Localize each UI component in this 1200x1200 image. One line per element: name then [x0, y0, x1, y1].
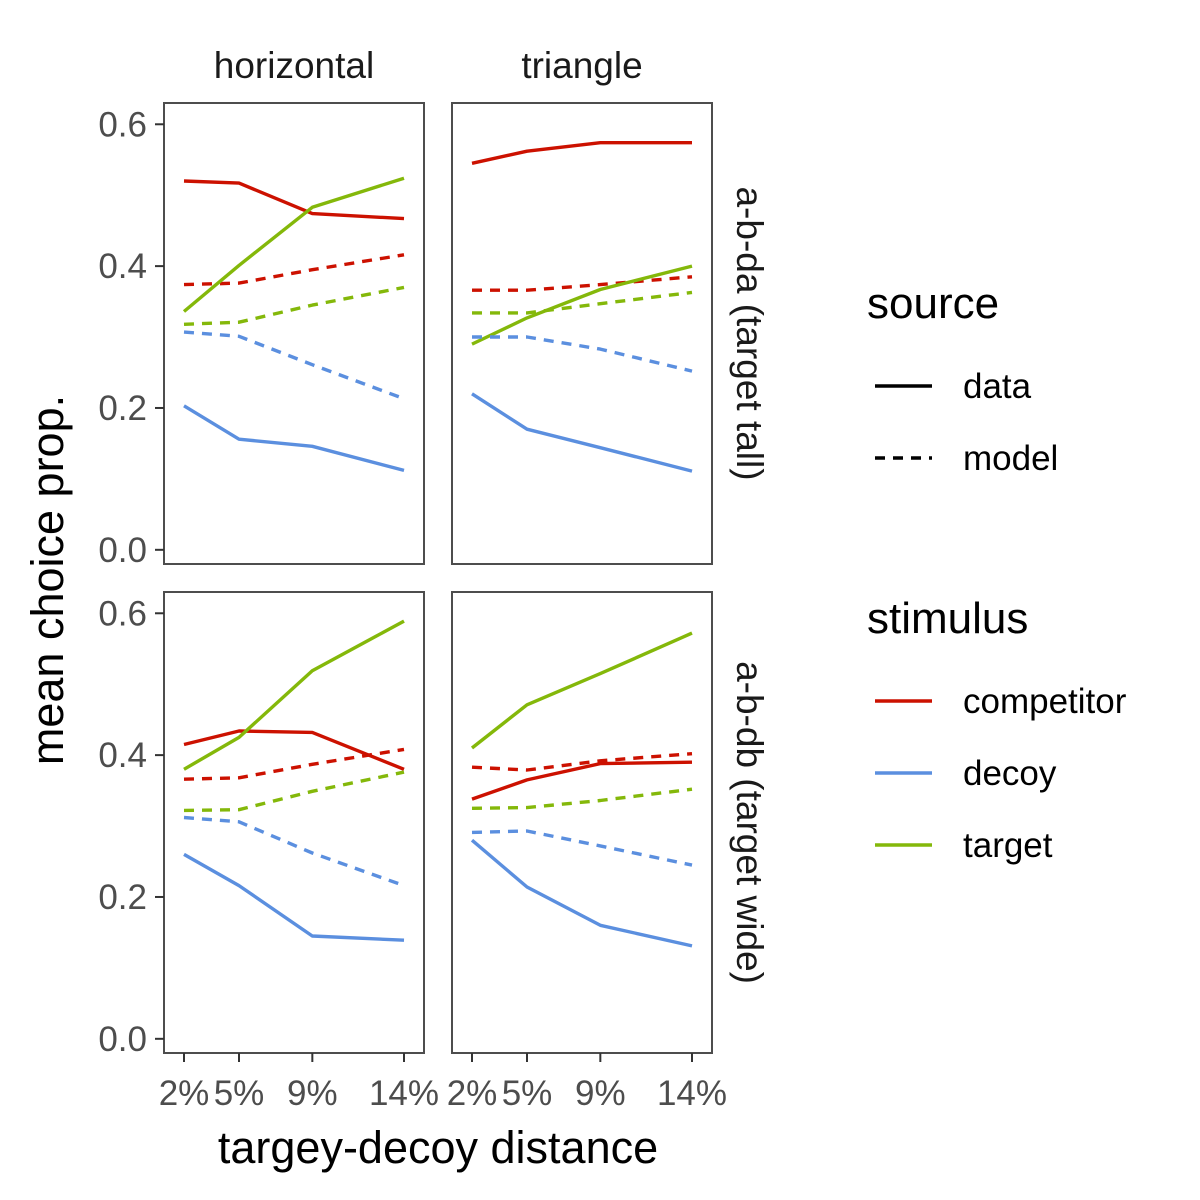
series-line-target-model	[472, 290, 693, 315]
series-line-competitor-model	[471, 752, 693, 772]
panel-horizontal-a-b-db-target-wide: 0.0 0.2 0.4 0.6 2% 5% 9% 14%	[98, 591, 439, 1113]
series-line-decoy-model	[183, 330, 405, 401]
facet-col-label-triangle: triangle	[521, 45, 642, 86]
y-tick-label: 0.2	[98, 878, 147, 917]
x-tick-label: 5%	[502, 1074, 553, 1113]
facet-col-label-horizontal: horizontal	[214, 45, 374, 86]
legend-title-stimulus: stimulus	[867, 594, 1028, 643]
series-line-competitor-data	[471, 760, 693, 801]
series-line-competitor-model	[183, 747, 405, 781]
series-line-competitor-model	[183, 253, 405, 287]
y-tick-label: 0.0	[98, 1020, 147, 1059]
x-tick-label: 2%	[447, 1074, 498, 1113]
legend-label-competitor: competitor	[963, 682, 1127, 721]
x-tick-label: 9%	[575, 1074, 626, 1113]
x-tick-label: 14%	[369, 1074, 439, 1113]
series-line-target-model	[183, 285, 405, 326]
series-line-target-data	[471, 264, 693, 346]
y-tick-label: 0.0	[98, 531, 147, 570]
facet-row-label-a-b-da-target-tall: a-b-da (target tall)	[729, 186, 770, 480]
legend-label-model: model	[963, 439, 1058, 478]
series-line-decoy-model	[471, 829, 693, 867]
panel-triangle-a-b-da-target-tall: triangle a-b-da (target tall)	[451, 45, 770, 565]
y-tick-label: 0.6	[98, 105, 147, 144]
legend: source data model stimulus competitor decoy ta…	[867, 279, 1127, 865]
series-line-competitor-data	[183, 729, 405, 771]
x-tick-label: 2%	[159, 1074, 210, 1113]
series-line-target-model	[183, 770, 405, 813]
panel-triangle-a-b-db-target-wide: 2% 5% 9% 14% a-b-db (target wide)	[447, 591, 770, 1113]
x-axis-title: targey-decoy distance	[218, 1122, 658, 1173]
series-line-decoy-model	[183, 815, 405, 888]
series-line-decoy-data	[471, 392, 693, 473]
y-tick-label: 0.2	[98, 389, 147, 428]
facet-panels: 0.0 0.2 0.4 0.6 horizontal triangle a-b-da (ta…	[98, 45, 770, 1113]
series-line-decoy-model	[472, 335, 693, 373]
legend-label-data: data	[963, 367, 1032, 406]
series-line-decoy-data	[183, 404, 405, 473]
series-line-target-data	[470, 631, 693, 750]
y-tick-label: 0.4	[98, 247, 147, 286]
series-line-competitor-data	[471, 140, 692, 165]
series-line-competitor-data	[183, 179, 405, 221]
panel-border	[163, 102, 425, 565]
legend-label-decoy: decoy	[963, 754, 1057, 793]
y-tick-label: 0.6	[98, 594, 147, 633]
x-tick-label: 5%	[214, 1074, 265, 1113]
series-line-target-data	[183, 619, 405, 771]
panel-border	[451, 591, 713, 1054]
series-line-target-data	[182, 176, 405, 313]
series-line-competitor-model	[472, 275, 693, 292]
panel-border	[163, 591, 425, 1054]
y-axis-title: mean choice prop.	[22, 395, 73, 765]
legend-title-source: source	[867, 279, 999, 328]
facet-row-label-a-b-db-target-wide: a-b-db (target wide)	[729, 661, 770, 984]
x-tick-label: 9%	[287, 1074, 338, 1113]
series-line-target-model	[471, 787, 693, 810]
series-line-decoy-data	[183, 852, 405, 942]
x-tick-label: 14%	[657, 1074, 727, 1113]
series-line-decoy-data	[470, 838, 693, 948]
legend-label-target: target	[963, 826, 1053, 865]
y-tick-label: 0.4	[98, 736, 147, 775]
panel-border	[451, 102, 713, 565]
panel-horizontal-a-b-da-target-tall: 0.0 0.2 0.4 0.6 horizontal	[98, 45, 425, 570]
